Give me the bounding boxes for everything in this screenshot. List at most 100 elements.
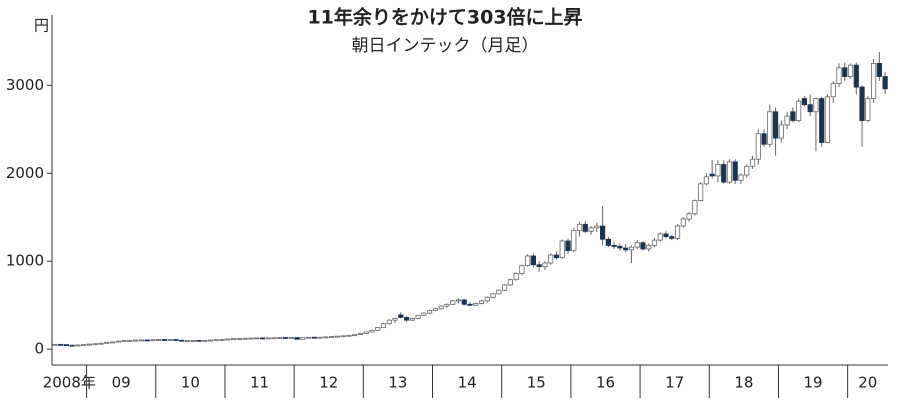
candle-body [842,67,848,77]
candle-body [525,255,531,267]
candle-body [213,339,219,342]
candle-body [721,164,727,183]
candle-body [323,336,329,339]
candle-body [109,341,116,344]
candle-body [427,310,433,314]
candle-body [767,111,773,145]
candle-body [623,247,629,251]
candle-body [807,104,813,113]
candle-body [588,227,594,232]
candle-body [98,342,104,345]
candle-body [104,341,110,344]
candle-body [363,331,369,334]
candle-body [277,337,283,339]
candle-body [63,344,70,346]
candle-body [86,343,93,346]
candle-body [617,245,623,249]
candle-body [69,344,75,347]
candle-body [651,239,658,246]
candle-body [311,336,317,339]
candle-body [692,200,698,215]
chart-title: 11年余りをかけて303倍に上昇 [307,6,582,29]
candle-body [202,339,208,342]
candle-body [600,225,606,240]
candle-body [801,98,807,106]
candle-body [461,299,467,305]
candle-body [81,344,87,346]
candle-body [473,303,479,306]
candle-body [824,96,831,143]
candle-body [634,242,640,248]
candle-body [726,161,733,183]
candle-body [565,240,571,252]
candle-body [755,133,761,160]
candle-body [859,86,865,121]
candle-body [444,303,450,307]
y-tick-label: 3000 [6,76,44,94]
candle-body [231,338,237,341]
candle-body [288,337,294,339]
candle-body [58,343,64,346]
candle-body [190,339,196,342]
candle-body [507,279,513,286]
y-tick-label: 0 [34,340,44,358]
candle-body [738,174,744,181]
candle-body [611,245,617,247]
candle-body [161,339,168,341]
candle-body [744,165,750,176]
x-tick-label: 18 [734,374,753,392]
x-tick-label: 2008年 [43,374,96,392]
candle-body [519,265,525,274]
candle-body [329,336,335,338]
candle-body [294,337,300,340]
candle-body [196,339,202,342]
y-tick-label: 1000 [6,252,44,270]
candle-body [438,305,444,310]
candle-body [715,164,721,177]
candle-body [432,308,438,311]
x-tick-label: 19 [804,374,823,392]
candle-body [709,173,715,177]
candle-body [484,296,490,302]
candle-body [657,233,663,241]
candle-body [421,312,427,316]
candle-body [403,317,410,321]
candle-body [259,337,266,340]
candle-body [594,225,600,229]
candle-body [340,335,346,338]
candle-body [415,314,421,319]
candle-body [236,338,242,340]
candle-body [513,273,519,281]
candle-body [242,337,248,340]
candle-body [490,293,496,298]
candle-body [496,289,502,295]
x-tick-label: 09 [112,374,131,392]
candle-body [386,319,392,325]
candle-body [674,225,681,239]
candle-body [115,340,121,343]
candle-body [144,339,150,342]
candle-body [167,339,173,341]
candle-body [663,233,669,238]
candle-body [784,115,790,126]
candle-body [357,333,364,336]
x-tick-label: 15 [527,374,546,392]
candle-body [790,111,796,121]
candle-body [219,339,225,341]
candle-body [865,98,871,121]
x-tick-label: 17 [665,374,684,392]
x-tick-label: 10 [181,374,200,392]
candle-body [184,340,191,342]
candle-body [686,213,692,220]
candle-body [703,176,709,185]
candle-body [334,335,340,338]
candle-body [640,242,646,250]
candle-body [553,254,560,259]
candle-body [156,339,162,341]
candle-body [669,236,675,239]
candle-body [502,284,508,291]
candle-body [830,83,836,98]
candle-body [605,238,611,246]
candle-body [847,64,854,77]
candle-body [813,98,819,113]
